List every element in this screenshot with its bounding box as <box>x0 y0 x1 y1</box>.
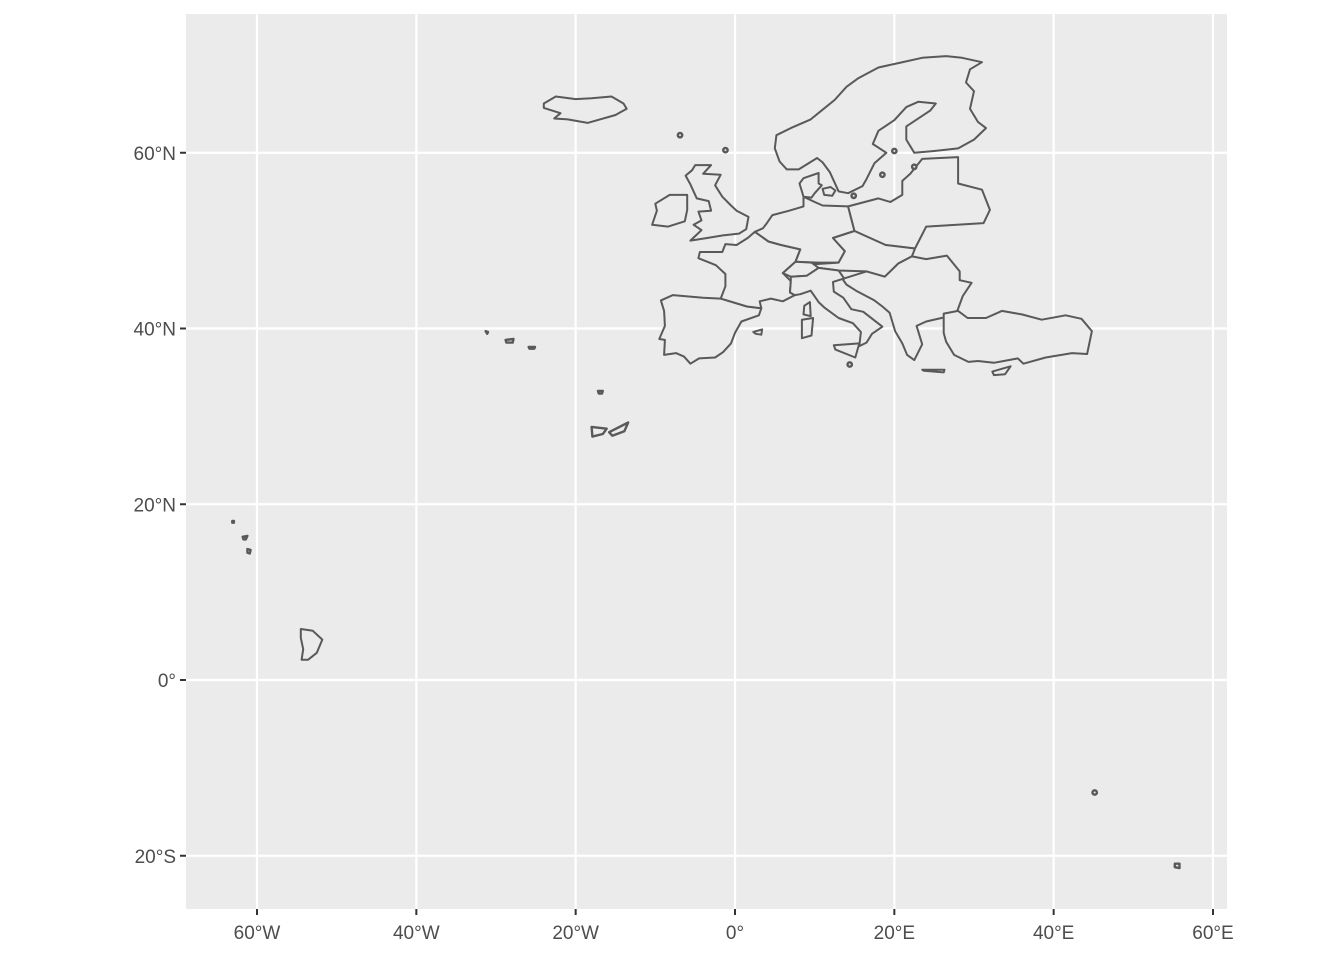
region-canaries-west <box>590 425 608 438</box>
region-iceland <box>542 95 628 124</box>
region-reunion <box>1173 862 1181 870</box>
region-madeira <box>596 389 604 395</box>
tick-label-lon-3: 0° <box>726 923 744 944</box>
island-malta <box>846 361 854 368</box>
region-zealand <box>821 186 837 197</box>
region-canaries-east <box>607 421 630 437</box>
island-mayotte <box>1091 789 1099 796</box>
region-guadeloupe <box>241 534 249 541</box>
region-french-guiana <box>299 628 324 661</box>
region-azores-west <box>484 329 490 335</box>
region-sicily <box>832 342 861 359</box>
map-panel-background <box>186 14 1227 909</box>
region-martinique <box>246 547 252 555</box>
tick-label-lat-2: 20°N <box>134 495 176 516</box>
island-bornholm <box>850 192 858 200</box>
region-balearics <box>752 328 764 336</box>
latitude-axis: 60°N 40°N 20°N 0° 20°S <box>134 144 186 868</box>
island-shetland <box>722 146 729 154</box>
island-faroe <box>676 131 684 139</box>
land-layer <box>231 55 1181 870</box>
tick-label-lon-2: 20°W <box>552 923 599 944</box>
region-sardinia <box>800 317 815 340</box>
region-ireland <box>651 193 689 228</box>
longitude-axis: 60°W 40°W 20°W 0° 20°E 40°E 60°E <box>234 909 1234 944</box>
region-azores-east <box>527 345 537 350</box>
tick-label-lon-6: 60°E <box>1192 923 1233 944</box>
region-scandinavia <box>773 55 987 195</box>
tick-label-lon-5: 40°E <box>1033 923 1074 944</box>
tick-label-lon-1: 40°W <box>393 923 440 944</box>
tick-label-lat-0: 60°N <box>134 144 176 165</box>
region-great-britain <box>684 164 750 242</box>
island-aland <box>890 147 898 155</box>
tick-label-lat-4: 20°S <box>135 847 176 868</box>
island-gotland <box>878 171 886 179</box>
tick-label-lat-3: 0° <box>158 671 176 692</box>
region-crete <box>921 368 946 374</box>
region-cyprus <box>991 365 1012 377</box>
region-denmark <box>798 172 823 199</box>
region-corsica <box>802 301 812 318</box>
tick-label-lon-4: 20°E <box>874 923 915 944</box>
region-azores-central <box>504 337 515 344</box>
region-turkey <box>942 309 1093 365</box>
tick-label-lat-1: 40°N <box>134 320 176 341</box>
region-saint-martin <box>231 519 236 524</box>
tick-label-lon-0: 60°W <box>234 923 281 944</box>
island-saaremaa <box>910 163 918 171</box>
